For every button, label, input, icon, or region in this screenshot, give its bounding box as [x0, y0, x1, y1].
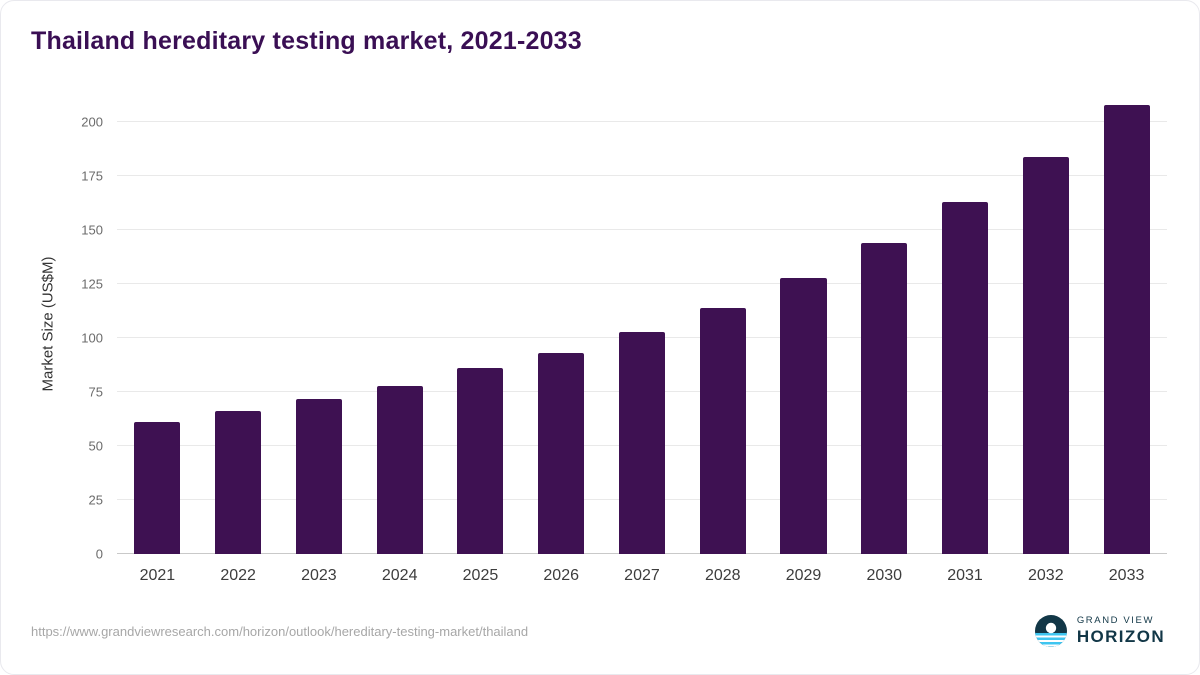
x-tick-label: 2033 — [1108, 567, 1145, 584]
bar-slot — [440, 94, 521, 554]
x-labels: 2021 2022 2023 2024 2025 2026 2027 2028 2029 2030… — [117, 554, 1167, 598]
x-tick-label: 2021 — [139, 567, 176, 584]
source-url: https://www.grandviewresearch.com/horizo… — [31, 623, 529, 639]
y-tick-label: 75 — [88, 384, 103, 400]
bar-slot — [682, 94, 763, 554]
logo-line2: HORIZON — [1076, 626, 1165, 646]
bar-slot — [521, 94, 602, 554]
x-tick-label: 2024 — [381, 567, 418, 584]
chart-title: Thailand hereditary testing market, 2021… — [31, 27, 582, 55]
x-tick-label: 2023 — [301, 567, 337, 584]
bar-2028 — [699, 307, 746, 554]
bar-2025 — [457, 368, 504, 554]
x-tick-label: 2028 — [704, 567, 741, 584]
bar-slot — [1086, 94, 1167, 554]
bars — [117, 94, 1167, 554]
bar-2029 — [780, 277, 827, 554]
plot-area — [117, 94, 1167, 554]
bar-2026 — [538, 353, 585, 554]
bar-2027 — [618, 331, 665, 554]
footer: https://www.grandviewresearch.com/horizo… — [1, 614, 1199, 674]
gridline — [117, 175, 1167, 177]
bar-2032 — [1022, 156, 1069, 554]
grand-view-horizon-logo: GRAND VIEW HORIZON — [1034, 614, 1165, 648]
bar-slot — [359, 94, 440, 554]
x-tick-label: 2032 — [1028, 567, 1064, 584]
bar-2022 — [215, 411, 262, 554]
y-tick-label: 100 — [81, 330, 103, 346]
x-tick-label: 2030 — [866, 567, 903, 584]
x-tick-label: 2026 — [543, 567, 579, 584]
bar-chart: Market Size (US$M) 0 25 50 75 100 125 150 175 20… — [31, 94, 1167, 598]
bar-slot — [117, 94, 198, 554]
horizon-sun-icon — [1034, 614, 1068, 648]
gridline — [117, 229, 1167, 231]
y-tick-label: 50 — [88, 438, 103, 454]
gridline — [117, 121, 1167, 123]
bar-slot — [1005, 94, 1086, 554]
bar-slot — [763, 94, 844, 554]
bar-2021 — [134, 422, 181, 554]
bar-slot — [925, 94, 1006, 554]
bar-slot — [844, 94, 925, 554]
bar-2031 — [942, 201, 989, 554]
x-tick-label: 2029 — [785, 567, 822, 584]
bar-2030 — [861, 243, 908, 554]
y-tick-label: 25 — [88, 492, 103, 508]
gridline — [117, 283, 1167, 285]
bar-2024 — [376, 385, 423, 554]
x-tick-label: 2027 — [624, 567, 660, 584]
bar-2033 — [1103, 104, 1150, 554]
logo-line1: GRAND VIEW — [1076, 614, 1155, 626]
bar-slot — [198, 94, 279, 554]
y-tick-label: 125 — [81, 276, 103, 292]
y-tick-label: 0 — [95, 546, 103, 562]
bar-2023 — [295, 398, 342, 554]
x-tick-label: 2031 — [947, 567, 983, 584]
bar-slot — [279, 94, 360, 554]
y-tick-label: 150 — [81, 222, 103, 238]
x-tick-label: 2025 — [462, 567, 499, 584]
y-ticks: 0 25 50 75 100 125 150 175 200 — [65, 94, 117, 562]
y-tick-label: 175 — [81, 168, 103, 184]
y-tick-label: 200 — [81, 114, 103, 130]
y-axis-title: Market Size (US$M) — [31, 94, 65, 554]
x-tick-label: 2022 — [220, 567, 256, 584]
y-axis-title-label: Market Size (US$M) — [39, 256, 57, 392]
logo-text: GRAND VIEW HORIZON — [1076, 614, 1165, 646]
bar-slot — [602, 94, 683, 554]
